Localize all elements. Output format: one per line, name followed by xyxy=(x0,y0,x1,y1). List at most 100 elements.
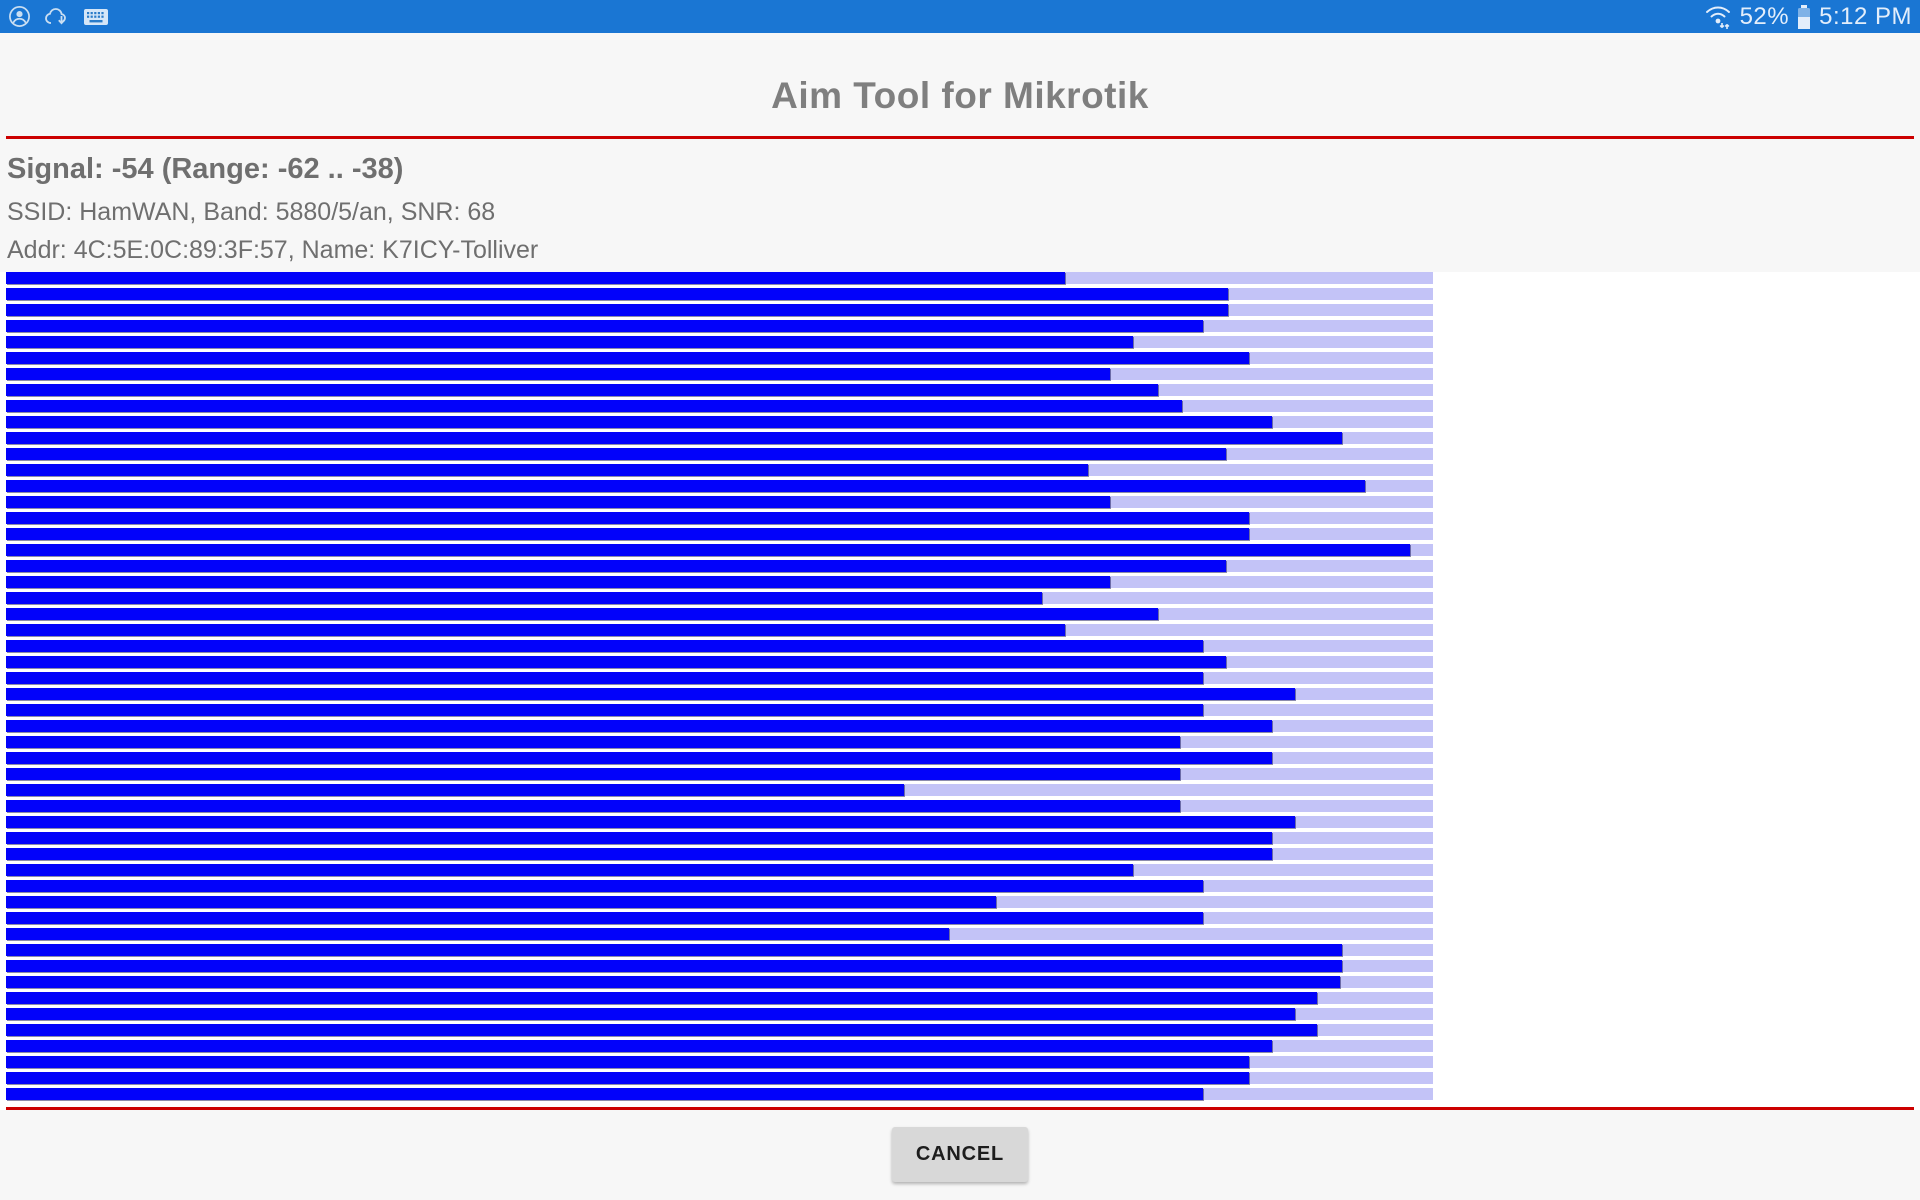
battery-percent-label: 52% xyxy=(1739,2,1790,30)
signal-bar-track xyxy=(6,992,1433,1004)
signal-bar xyxy=(6,768,1181,780)
signal-bar-track xyxy=(6,720,1433,732)
signal-bar xyxy=(6,416,1272,428)
signal-bar-track xyxy=(6,624,1433,636)
signal-bar-track xyxy=(6,528,1433,540)
keyboard-icon xyxy=(83,7,109,27)
signal-bar-track xyxy=(6,672,1433,684)
signal-bar xyxy=(6,624,1065,636)
signal-bar xyxy=(6,976,1341,988)
signal-bar-track xyxy=(6,640,1433,652)
signal-bar-track xyxy=(6,1056,1433,1068)
signal-bar xyxy=(6,752,1272,764)
signal-bar xyxy=(6,400,1182,412)
signal-bar-track xyxy=(6,304,1433,316)
signal-bar-track xyxy=(6,864,1433,876)
signal-bar xyxy=(6,496,1111,508)
cloud-sync-icon xyxy=(44,6,70,28)
signal-bar xyxy=(6,880,1204,892)
signal-chart-section xyxy=(0,272,1920,1107)
signal-bar xyxy=(6,928,950,940)
signal-bar-track xyxy=(6,1040,1433,1052)
signal-bar-track xyxy=(6,1024,1433,1036)
signal-bar-track xyxy=(6,800,1433,812)
signal-bar xyxy=(6,640,1204,652)
signal-bar xyxy=(6,672,1204,684)
signal-bar xyxy=(6,688,1295,700)
signal-bar xyxy=(6,832,1272,844)
signal-bar xyxy=(6,864,1134,876)
signal-bar xyxy=(6,1088,1204,1100)
signal-bar-track xyxy=(6,896,1433,908)
signal-bar xyxy=(6,528,1249,540)
signal-bar xyxy=(6,544,1411,556)
signal-bar-track xyxy=(6,960,1433,972)
signal-bar-track xyxy=(6,432,1433,444)
signal-bar xyxy=(6,320,1204,332)
signal-bar xyxy=(6,960,1342,972)
signal-bar xyxy=(6,1056,1249,1068)
status-bar: 52% 5:12 PM xyxy=(0,0,1920,33)
signal-bar-track xyxy=(6,400,1433,412)
signal-bar xyxy=(6,1072,1249,1084)
clock-label: 5:12 PM xyxy=(1819,2,1912,30)
signal-bar-track xyxy=(6,736,1433,748)
signal-bar xyxy=(6,944,1342,956)
wifi-icon xyxy=(1703,4,1733,30)
signal-bar xyxy=(6,816,1295,828)
signal-chart xyxy=(6,272,1433,1100)
page-title: Aim Tool for Mikrotik xyxy=(771,75,1149,116)
footer: CANCEL xyxy=(0,1110,1920,1200)
signal-bar xyxy=(6,992,1318,1004)
signal-bar-track xyxy=(6,592,1433,604)
signal-bar-track xyxy=(6,496,1433,508)
signal-bar-track xyxy=(6,512,1433,524)
signal-bar-track xyxy=(6,1088,1433,1100)
signal-bar xyxy=(6,352,1249,364)
signal-bar-track xyxy=(6,560,1433,572)
signal-bar xyxy=(6,304,1228,316)
signal-bar-track xyxy=(6,784,1433,796)
signal-bar-track xyxy=(6,1072,1433,1084)
signal-bar xyxy=(6,464,1088,476)
signal-bar-track xyxy=(6,1008,1433,1020)
signal-bar-track xyxy=(6,848,1433,860)
signal-bar xyxy=(6,560,1227,572)
header: Aim Tool for Mikrotik xyxy=(0,33,1920,136)
signal-bar-track xyxy=(6,928,1433,940)
addr-name-label: Addr: 4C:5E:0C:89:3F:57, Name: K7ICY-Tol… xyxy=(7,236,539,264)
signal-bar-track xyxy=(6,448,1433,460)
signal-bar xyxy=(6,608,1158,620)
signal-bar-track xyxy=(6,336,1433,348)
signal-bar-track xyxy=(6,464,1433,476)
header-divider xyxy=(6,136,1914,139)
signal-bar xyxy=(6,896,997,908)
signal-bar-track xyxy=(6,656,1433,668)
ssid-band-snr-label: SSID: HamWAN, Band: 5880/5/an, SNR: 68 xyxy=(7,198,496,226)
signal-bar-track xyxy=(6,480,1433,492)
signal-bar xyxy=(6,1024,1318,1036)
signal-bar xyxy=(6,368,1111,380)
signal-bar xyxy=(6,784,904,796)
signal-bar xyxy=(6,704,1204,716)
signal-bar-track xyxy=(6,320,1433,332)
signal-bar xyxy=(6,800,1181,812)
signal-bar-track xyxy=(6,912,1433,924)
signal-bar xyxy=(6,912,1204,924)
signal-bar-track xyxy=(6,576,1433,588)
signal-bar-track xyxy=(6,368,1433,380)
contact-icon xyxy=(8,5,31,28)
signal-bar xyxy=(6,288,1228,300)
signal-bar-track xyxy=(6,976,1433,988)
signal-bar-track xyxy=(6,688,1433,700)
signal-bar xyxy=(6,848,1272,860)
signal-value-label: Signal: -54 (Range: -62 .. -38) xyxy=(7,153,404,185)
signal-bar xyxy=(6,448,1227,460)
battery-icon xyxy=(1796,4,1812,30)
signal-bar xyxy=(6,720,1272,732)
cancel-button[interactable]: CANCEL xyxy=(891,1127,1029,1182)
signal-bar xyxy=(6,432,1342,444)
signal-bar xyxy=(6,592,1042,604)
signal-bar-track xyxy=(6,288,1433,300)
signal-bar-track xyxy=(6,352,1433,364)
